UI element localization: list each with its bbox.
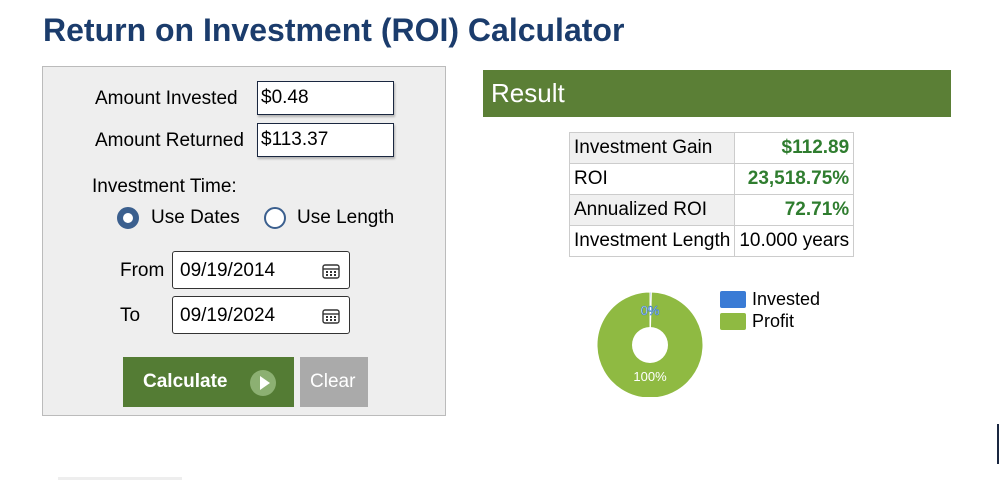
to-date-value: 09/19/2024 <box>180 305 276 326</box>
legend-profit-label: Profit <box>752 311 795 331</box>
radio-selected-icon[interactable] <box>117 207 139 229</box>
radio-unselected-icon[interactable] <box>264 207 286 229</box>
calculate-button[interactable]: Calculate <box>123 357 294 407</box>
table-row: Investment Gain $112.89 <box>568 132 855 164</box>
text-cursor <box>997 424 999 464</box>
result-value: 72.71% <box>734 194 855 226</box>
amount-returned-input[interactable] <box>257 123 394 157</box>
clear-button[interactable]: Clear <box>300 357 368 407</box>
result-value: 23,518.75% <box>734 163 855 195</box>
result-label: Investment Length <box>568 225 736 257</box>
calculator-form: Amount Invested Amount Returned Investme… <box>42 66 446 416</box>
calendar-icon[interactable] <box>322 263 340 284</box>
page-title: Return on Investment (ROI) Calculator <box>43 12 625 48</box>
to-label: To <box>120 305 141 326</box>
result-label: Annualized ROI <box>568 194 736 226</box>
result-heading: Result <box>491 78 565 108</box>
calendar-icon[interactable] <box>322 308 340 329</box>
table-row: ROI 23,518.75% <box>568 163 855 195</box>
profit-slice-label: 100% <box>633 369 667 384</box>
use-dates-label[interactable]: Use Dates <box>151 207 240 228</box>
legend-swatch-profit <box>720 313 746 330</box>
to-date-input[interactable]: 09/19/2024 <box>172 296 350 334</box>
legend-invested-label: Invested <box>752 289 821 309</box>
calculate-label: Calculate <box>143 371 228 392</box>
from-date-value: 09/19/2014 <box>180 260 276 281</box>
play-icon <box>249 369 277 403</box>
investment-time-label: Investment Time: <box>92 176 237 197</box>
result-table: Investment Gain $112.89 ROI 23,518.75% A… <box>568 132 855 257</box>
invested-slice-label: 0% <box>641 303 660 318</box>
result-header: Result <box>483 70 951 117</box>
roi-pie-chart: 0% 100% <box>596 291 704 397</box>
result-value: 10.000 years <box>734 225 855 257</box>
amount-invested-input[interactable] <box>257 81 394 115</box>
result-value: $112.89 <box>734 132 855 164</box>
amount-invested-label: Amount Invested <box>95 88 238 109</box>
from-date-input[interactable]: 09/19/2014 <box>172 251 350 289</box>
bottom-divider <box>58 477 182 480</box>
table-row: Annualized ROI 72.71% <box>568 194 855 226</box>
use-length-label[interactable]: Use Length <box>297 207 395 228</box>
result-label: Investment Gain <box>568 132 736 164</box>
table-row: Investment Length 10.000 years <box>568 225 855 257</box>
result-label: ROI <box>568 163 736 195</box>
from-label: From <box>120 260 165 281</box>
clear-label: Clear <box>310 371 356 392</box>
amount-returned-label: Amount Returned <box>95 130 244 151</box>
legend-swatch-invested <box>720 291 746 308</box>
pie-center-hole <box>632 327 668 363</box>
